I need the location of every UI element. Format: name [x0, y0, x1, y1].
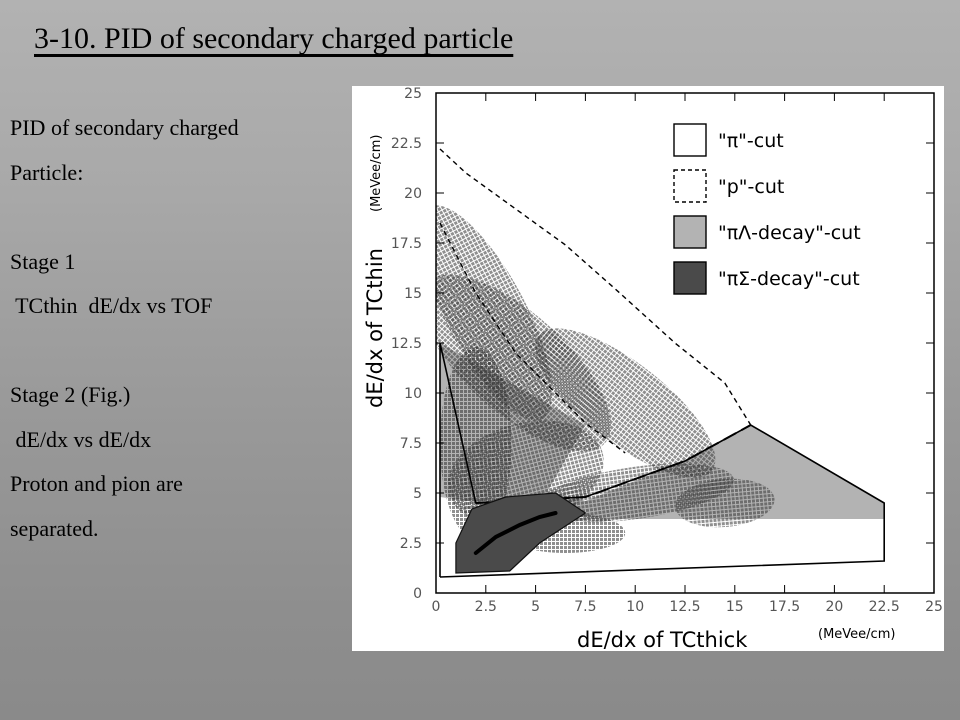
- text-line-stage2: Stage 2 (Fig.): [10, 382, 131, 407]
- slide-title: 3-10. PID of secondary charged particle: [34, 22, 514, 55]
- y-axis-title: dE/dx of TCthin: [363, 248, 387, 408]
- legend-label: "p"-cut: [718, 176, 784, 198]
- x-tick-label: 12.5: [669, 599, 700, 615]
- scatter-density-blob: [436, 274, 611, 452]
- tick-group: 0 2.5 5 7.5 10 12.5 15 17.5 20 22.5 25 0 2.5 5 7.5 10 12…: [391, 86, 943, 615]
- legend-swatch: [673, 215, 707, 249]
- y-tick-label: 17.5: [391, 236, 422, 252]
- pi-sigma-curve: [473, 511, 558, 555]
- pid-chart: 0 2.5 5 7.5 10 12.5 15 17.5 20 22.5 25 0 2.5 5 7.5 10 12…: [363, 86, 943, 651]
- y-tick-label: 0: [413, 586, 422, 602]
- pi-cut-outline: [439, 342, 886, 578]
- legend-label: "π"-cut: [718, 130, 784, 152]
- description-text: PID of secondary charged Particle: Stage…: [10, 106, 345, 551]
- x-tick-label: 5: [531, 599, 540, 615]
- legend-swatch: [673, 123, 707, 157]
- y-tick-label: 10: [404, 386, 422, 402]
- text-line-stage1-detail: TCthin dE/dx vs TOF: [10, 293, 213, 318]
- y-tick-label: 22.5: [391, 136, 422, 152]
- y-tick-label: 5: [413, 486, 422, 502]
- y-tick-label: 20: [404, 186, 422, 202]
- x-tick-label: 22.5: [869, 599, 900, 615]
- x-tick-label: 7.5: [574, 599, 596, 615]
- text-line-pid-heading: PID of secondary charged: [10, 115, 239, 140]
- text-line-particle: Particle:: [10, 159, 84, 185]
- text-line-stage2-detail: dE/dx vs dE/dx: [10, 426, 152, 452]
- x-axis-title: dE/dx of TCthick: [577, 628, 748, 651]
- y-tick-label: 12.5: [391, 336, 422, 352]
- y-tick-label: 15: [404, 286, 422, 302]
- scatter-density-blob: [535, 328, 716, 478]
- y-tick-label: 25: [404, 86, 422, 102]
- x-tick-label: 20: [825, 599, 843, 615]
- legend-label: "πΣ-decay"-cut: [718, 268, 860, 290]
- x-axis-unit: (MeVee/cm): [818, 627, 895, 642]
- pid-figure: 0 2.5 5 7.5 10 12.5 15 17.5 20 22.5 25 0 2.5 5 7.5 10 12…: [352, 86, 944, 651]
- scatter-density-group: [436, 205, 775, 553]
- x-tick-label: 0: [432, 599, 441, 615]
- legend-swatch: [673, 261, 707, 295]
- y-tick-label: 7.5: [400, 436, 422, 452]
- y-axis-unit: (MeVee/cm): [369, 135, 384, 212]
- p-cut-outer-boundary: [439, 148, 752, 426]
- x-tick-label: 25: [925, 599, 943, 615]
- y-tick-label: 2.5: [400, 536, 422, 552]
- text-line-stage1: Stage 1: [10, 248, 76, 274]
- legend-swatch: [673, 169, 707, 203]
- text-line-blank: [10, 329, 345, 374]
- x-tick-label: 15: [726, 599, 744, 615]
- text-line-separation: Proton and pion are: [10, 471, 183, 496]
- text-line-blank: [10, 195, 345, 240]
- pi-cut-boundary-dash: [475, 424, 752, 504]
- scatter-density-blob: [675, 478, 775, 528]
- legend: "π"-cut "p"-cut "πΛ-decay"-cut "πΣ-decay"-c…: [673, 123, 861, 295]
- x-tick-label: 17.5: [769, 599, 800, 615]
- text-line-separated: separated.: [10, 515, 99, 541]
- legend-label: "πΛ-decay"-cut: [718, 222, 861, 244]
- x-tick-label: 10: [626, 599, 644, 615]
- x-tick-label: 2.5: [475, 599, 497, 615]
